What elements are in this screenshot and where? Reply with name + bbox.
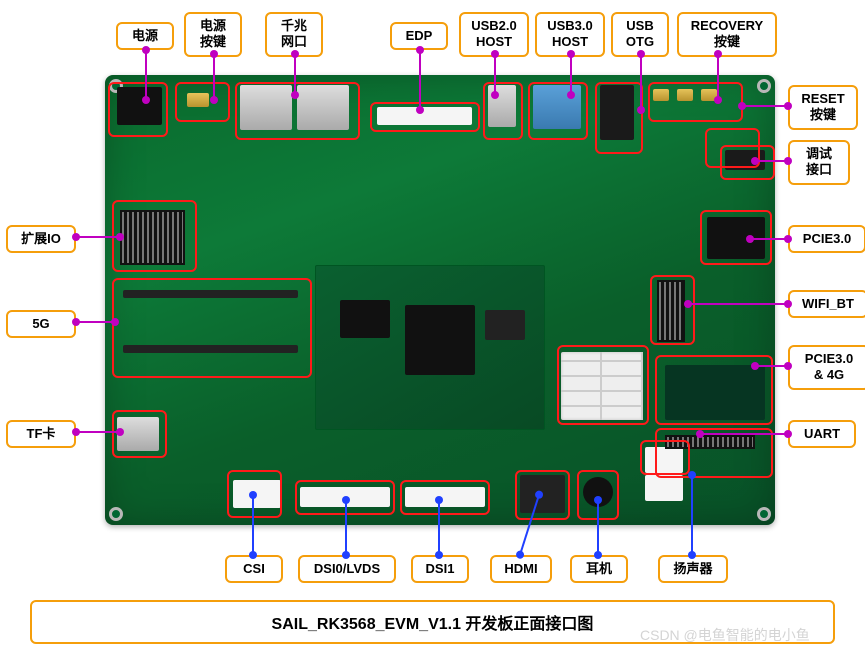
leader-pcie4g — [755, 365, 788, 367]
watermark: CSDN @电鱼智能的电小鱼 — [640, 625, 810, 645]
leader-gbe — [294, 54, 296, 95]
label-recovery: RECOVERY按键 — [677, 12, 777, 57]
leader-ear — [597, 500, 599, 555]
leader-debug — [755, 160, 788, 162]
label-hdmi: HDMI — [490, 555, 552, 583]
leader-edp — [419, 50, 421, 110]
pcb-board — [105, 75, 775, 525]
label-ear: 耳机 — [570, 555, 628, 583]
label-dsi0: DSI0/LVDS — [298, 555, 396, 583]
leader-usb20 — [494, 54, 496, 95]
leader-reset — [742, 105, 788, 107]
label-uart: UART — [788, 420, 856, 448]
leader-recovery — [717, 54, 719, 100]
label-reset: RESET按键 — [788, 85, 858, 130]
label-5g: 5G — [6, 310, 76, 338]
leader-dsi1 — [438, 500, 440, 555]
label-extio: 扩展IO — [6, 225, 76, 253]
label-pcie30: PCIE3.0 — [788, 225, 865, 253]
label-spk: 扬声器 — [658, 555, 728, 583]
label-debug: 调试接口 — [788, 140, 850, 185]
leader-pwr — [145, 50, 147, 100]
leader-csi — [252, 495, 254, 555]
label-pcie4g: PCIE3.0& 4G — [788, 345, 865, 390]
leader-usb30 — [570, 54, 572, 95]
leader-5g — [76, 321, 115, 323]
leader-pwrbtn — [213, 54, 215, 100]
leader-uart — [700, 433, 788, 435]
leader-extio — [76, 236, 120, 238]
leader-dsi0 — [345, 500, 347, 555]
label-dsi1: DSI1 — [411, 555, 469, 583]
leader-otg — [640, 54, 642, 110]
label-tf: TF卡 — [6, 420, 76, 448]
leader-wifi — [688, 303, 788, 305]
label-wifi: WIFI_BT — [788, 290, 865, 318]
caption-text: SAIL_RK3568_EVM_V1.1 开发板正面接口图 — [272, 616, 594, 633]
leader-pcie30 — [750, 238, 788, 240]
label-csi: CSI — [225, 555, 283, 583]
leader-spk — [691, 475, 693, 555]
leader-tf — [76, 431, 120, 433]
